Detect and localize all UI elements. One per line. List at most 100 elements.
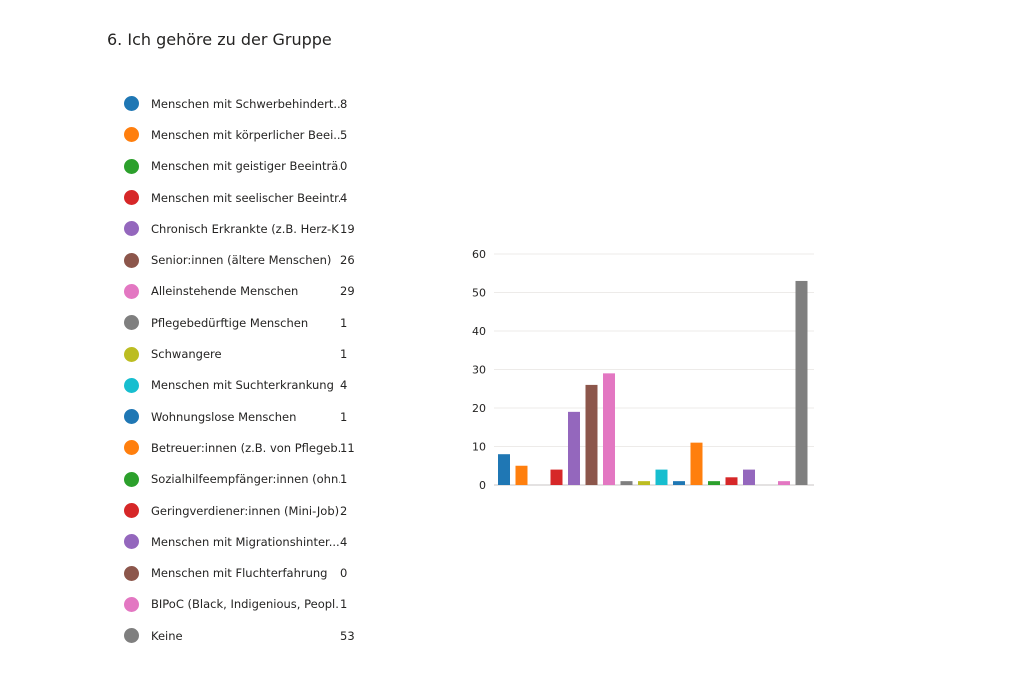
legend-color-dot-icon — [124, 127, 139, 143]
legend-color-dot-icon — [124, 283, 139, 299]
legend-item: Schwangere 1 — [124, 338, 370, 369]
y-tick-label: 10 — [472, 441, 486, 454]
bar[interactable] — [550, 469, 563, 485]
legend-count: 5 — [340, 127, 348, 142]
legend-label: Menschen mit geistiger Beeinträ... — [151, 159, 340, 174]
y-tick-label: 20 — [472, 402, 486, 415]
y-tick-label: 30 — [472, 364, 486, 377]
legend-color-dot-icon — [124, 315, 139, 331]
legend-label: Senior:innen (ältere Menschen) — [151, 253, 332, 268]
legend-item: Wohnungslose Menschen 1 — [124, 401, 370, 432]
legend-color-dot-icon — [124, 346, 139, 362]
bar[interactable] — [620, 481, 633, 485]
legend-label: Schwangere — [151, 347, 222, 362]
legend-color-dot-icon — [124, 221, 139, 237]
legend-label: Keine — [151, 628, 183, 643]
question-text: Ich gehöre zu der Gruppe — [127, 30, 332, 49]
legend-count: 4 — [340, 534, 348, 549]
question-title: 6. Ich gehöre zu der Gruppe — [107, 30, 332, 49]
legend-count: 4 — [340, 190, 348, 205]
legend-label: Wohnungslose Menschen — [151, 409, 297, 424]
legend-count: 1 — [340, 472, 348, 487]
legend-count: 53 — [340, 628, 355, 643]
bar[interactable] — [585, 384, 598, 485]
legend-color-dot-icon — [124, 190, 139, 206]
bar[interactable] — [515, 465, 528, 485]
legend-label: Betreuer:innen (z.B. von Pflegeb... — [151, 440, 340, 455]
bar[interactable] — [725, 477, 738, 485]
legend-color-dot-icon — [124, 252, 139, 268]
legend-label: Menschen mit Fluchterfahrung — [151, 566, 328, 581]
legend-color-dot-icon — [124, 409, 139, 425]
legend-item: Chronisch Erkrankte (z.B. Herz-K... 19 — [124, 213, 370, 244]
bar[interactable] — [778, 481, 790, 485]
bar[interactable] — [690, 442, 703, 485]
legend-count: 1 — [340, 315, 348, 330]
legend-count: 26 — [340, 253, 355, 268]
legend-color-dot-icon — [124, 440, 139, 456]
bar[interactable] — [638, 481, 650, 485]
legend-item: BIPoC (Black, Indigenious, Peopl... 1 — [124, 589, 370, 620]
question-number: 6. — [107, 30, 123, 49]
legend-count: 0 — [340, 159, 348, 174]
legend-item: Senior:innen (ältere Menschen) 26 — [124, 244, 370, 275]
legend-color-dot-icon — [124, 503, 139, 518]
legend-color-dot-icon — [124, 628, 139, 644]
legend-item: Pflegebedürftige Menschen 1 — [124, 307, 370, 338]
legend-count: 0 — [340, 566, 348, 581]
legend-item: Menschen mit Schwerbehindert... 8 — [124, 88, 370, 119]
legend-label: Menschen mit Suchterkrankung — [151, 378, 334, 393]
legend-item: Geringverdiener:innen (Mini-Job) 2 — [124, 495, 370, 526]
bar[interactable] — [568, 411, 580, 485]
legend-label: BIPoC (Black, Indigenious, Peopl... — [151, 597, 340, 612]
legend-count: 1 — [340, 409, 348, 424]
bar[interactable] — [708, 481, 720, 485]
legend-item: Sozialhilfeempfänger:innen (ohn... 1 — [124, 464, 370, 495]
legend-item: Alleinstehende Menschen 29 — [124, 276, 370, 307]
legend-count: 1 — [340, 597, 348, 612]
legend-count: 4 — [340, 378, 348, 393]
legend-label: Menschen mit körperlicher Beei... — [151, 127, 340, 142]
legend-label: Chronisch Erkrankte (z.B. Herz-K... — [151, 221, 340, 236]
legend-label: Pflegebedürftige Menschen — [151, 315, 309, 330]
legend-color-dot-icon — [124, 565, 139, 581]
legend-label: Menschen mit seelischer Beeintr... — [151, 190, 340, 205]
bar[interactable] — [743, 469, 755, 485]
legend: Menschen mit Schwerbehindert... 8 Menschen… — [124, 88, 370, 651]
y-tick-label: 0 — [479, 479, 486, 492]
legend-color-dot-icon — [124, 96, 139, 112]
legend-label: Geringverdiener:innen (Mini-Job) — [151, 503, 340, 518]
legend-item: Menschen mit seelischer Beeintr... 4 — [124, 182, 370, 213]
legend-count: 11 — [340, 440, 355, 455]
legend-label: Sozialhilfeempfänger:innen (ohn... — [151, 472, 340, 487]
legend-count: 19 — [340, 221, 355, 236]
legend-item: Menschen mit geistiger Beeinträ... 0 — [124, 151, 370, 182]
legend-color-dot-icon — [124, 534, 139, 550]
legend-color-dot-icon — [124, 471, 139, 487]
legend-count: 1 — [340, 347, 348, 362]
legend-label: Menschen mit Schwerbehindert... — [151, 96, 340, 111]
legend-item: Menschen mit Fluchterfahrung 0 — [124, 557, 370, 588]
legend-color-dot-icon — [124, 377, 139, 393]
legend-label: Menschen mit Migrationshinter... — [151, 534, 340, 549]
bar[interactable] — [498, 454, 510, 485]
bar[interactable] — [673, 481, 685, 485]
legend-color-dot-icon — [124, 158, 139, 174]
legend-item: Menschen mit Suchterkrankung 4 — [124, 370, 370, 401]
legend-count: 29 — [340, 284, 355, 299]
legend-count: 8 — [340, 96, 348, 111]
legend-item: Menschen mit Migrationshinter... 4 — [124, 526, 370, 557]
legend-item: Menschen mit körperlicher Beei... 5 — [124, 119, 370, 150]
bar[interactable] — [603, 373, 615, 485]
legend-item: Keine 53 — [124, 620, 370, 651]
bar[interactable] — [655, 469, 668, 485]
y-tick-label: 40 — [472, 325, 486, 338]
legend-color-dot-icon — [124, 596, 139, 612]
y-tick-label: 60 — [472, 248, 486, 261]
legend-item: Betreuer:innen (z.B. von Pflegeb... 11 — [124, 432, 370, 463]
legend-count: 2 — [340, 503, 348, 518]
legend-label: Alleinstehende Menschen — [151, 284, 299, 299]
y-tick-label: 50 — [472, 287, 486, 300]
bar[interactable] — [795, 280, 808, 485]
